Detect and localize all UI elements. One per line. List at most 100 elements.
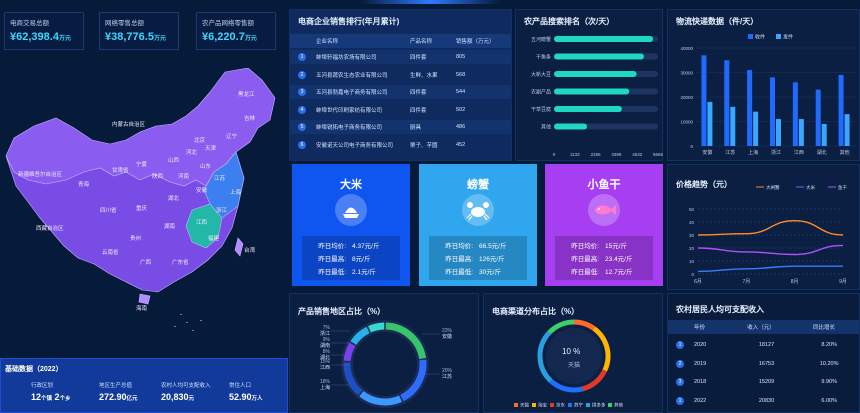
table-row[interactable]: 1 2022 20830 6.00% bbox=[668, 394, 859, 408]
table-row[interactable]: 4 蚌埠世代印刷家纺有限公司 四件套 502 bbox=[290, 103, 511, 117]
basic-item-unit: 亿元 bbox=[126, 396, 138, 402]
legend-label: 其他 bbox=[614, 402, 623, 409]
slice-name: 安徽 bbox=[442, 333, 452, 340]
stat-label: 昨日均价: bbox=[445, 243, 474, 250]
bar bbox=[730, 106, 736, 146]
stat-value: 4.37元/斤 bbox=[352, 243, 380, 250]
card-title: 大米 bbox=[340, 179, 362, 191]
legend-label: 大闸蟹 bbox=[766, 184, 780, 191]
income-year: 2019 bbox=[693, 360, 707, 367]
basic-item-label: 常住人口 bbox=[229, 383, 252, 389]
bar bbox=[554, 123, 588, 130]
panel-title: 电商企业销售排行(年月累计) bbox=[298, 17, 400, 26]
bar bbox=[724, 60, 730, 146]
donut-slice bbox=[400, 359, 427, 402]
map-label: 江苏 bbox=[214, 174, 226, 182]
kpi-label: 网络零售总额 bbox=[105, 20, 144, 27]
basic-data-panel: 基础数据（2022） 行政区划 12个镇 2个乡 地区生产总值 272.90亿元… bbox=[0, 358, 288, 413]
map-label: 新疆维吾尔自治区 bbox=[18, 170, 63, 178]
series-line bbox=[697, 219, 844, 236]
donut-slice bbox=[573, 319, 596, 331]
bar bbox=[821, 123, 827, 146]
map-label: 河南 bbox=[178, 172, 190, 180]
map-label: 吉林 bbox=[244, 114, 256, 122]
company-name: 五河县蔬农生态农业有限公司 bbox=[316, 72, 388, 79]
x-tick-label: 安徽 bbox=[702, 149, 712, 156]
donut-slice bbox=[343, 342, 356, 362]
map-label: 河北 bbox=[186, 148, 198, 156]
slice-name: 上海 bbox=[320, 384, 330, 391]
card-stats: 昨日均价: 66.5元/斤 昨日最高: 126元/斤 昨日最低: 30元/斤 bbox=[429, 236, 527, 280]
slice-pct: 7% bbox=[323, 325, 331, 331]
donut-center-label: 天猫 bbox=[568, 363, 581, 369]
table-row[interactable]: 2 五河县蔬农生态农业有限公司 生鲜、水果 568 bbox=[290, 68, 511, 82]
kpi-total-trade: 电商交易总额 ¥62,398.4万元 bbox=[4, 12, 84, 50]
table-row[interactable]: 2 2019 16753 10.20% bbox=[668, 357, 859, 371]
x-tick-label: 江苏 bbox=[725, 149, 735, 156]
x-tick-label: 9月 bbox=[839, 279, 847, 285]
stat-value: 2.1元/斤 bbox=[352, 269, 376, 276]
bar bbox=[554, 71, 637, 77]
bar bbox=[815, 89, 821, 146]
income-year: 2020 bbox=[693, 342, 707, 348]
map-label: 上海 bbox=[230, 188, 242, 196]
rank-badge: 5 bbox=[298, 123, 306, 131]
map-label: 广西 bbox=[140, 258, 152, 266]
x-tick-label: 6月 bbox=[694, 279, 702, 285]
y-tick-label: 20 bbox=[689, 246, 695, 251]
legend-swatch bbox=[568, 403, 572, 407]
row-badge: 1 bbox=[676, 341, 684, 349]
china-map[interactable]: 黑龙江 吉林 辽宁 内蒙古自治区 北京 天津 河北 山西 山东 河南 陕西 宁夏… bbox=[0, 68, 288, 340]
legend-label: 大米 bbox=[806, 184, 815, 191]
table-header: 年份 收入（元） 同比增长 bbox=[668, 320, 859, 334]
card-crab[interactable]: 螃蟹 昨日均价: 66.5元/斤 昨日最高: 126元/斤 昨日最低: 30元/斤 bbox=[419, 164, 537, 286]
basic-item-value: 20,830 bbox=[161, 392, 189, 402]
map-region-hainan[interactable] bbox=[138, 293, 151, 305]
income-panel: 农村居民人均可支配收入 年份 收入（元） 同比增长 1 2020 18127 8.20… bbox=[667, 293, 860, 413]
top-glow bbox=[360, 0, 500, 4]
slice-name: 江苏 bbox=[442, 373, 452, 380]
map-label: 福建 bbox=[208, 234, 220, 242]
channel-share-chart: 天猫 淘宝 京东 苏宁 拼多多 其他 bbox=[514, 319, 623, 409]
basic-data-title: 基础数据（2022） bbox=[5, 366, 63, 373]
kpi-value: ¥38,776.5 bbox=[105, 31, 154, 43]
table-row[interactable]: 1 蚌埠轩福坊农场有限公司 四件套 805 bbox=[290, 50, 511, 64]
map-region-taiwan[interactable] bbox=[234, 237, 244, 257]
table-row[interactable]: 6 安徽诺天公司电子商务有限公司 栗子、芋圆 452 bbox=[290, 138, 511, 152]
donut-slice bbox=[547, 319, 575, 335]
kpi-online-retail: 网络零售总额 ¥38,776.5万元 bbox=[99, 12, 179, 50]
map-label: 山西 bbox=[168, 156, 180, 164]
stat-label: 昨日最低: bbox=[445, 269, 474, 276]
map-region-blue[interactable] bbox=[203, 151, 245, 219]
stat-value: 23.4元/斤 bbox=[605, 256, 633, 263]
map-label: 重庆 bbox=[136, 204, 148, 212]
col-header: 年份 bbox=[694, 325, 706, 331]
basic-item-unit: 元 bbox=[188, 396, 195, 402]
y-tick-label: 大新大豆 bbox=[531, 71, 551, 78]
map-label: 甘肃省 bbox=[112, 166, 129, 174]
x-tick-label: 2266 bbox=[591, 152, 602, 157]
row-badge: 3 bbox=[676, 378, 684, 386]
table-row[interactable]: 3 2018 15209 9.90% bbox=[668, 375, 859, 389]
table-row[interactable]: 1 2020 18127 8.20% bbox=[668, 338, 859, 352]
company-name: 蚌埠轩福坊农场有限公司 bbox=[316, 55, 377, 61]
basic-item-unit2: 个乡 bbox=[59, 396, 71, 402]
card-fish[interactable]: 小鱼干 昨日均价: 15元/斤 昨日最高: 23.4元/斤 昨日最低: 12.7元/斤 bbox=[545, 164, 663, 286]
card-rice[interactable]: 大米 昨日均价: 4.37元/斤 昨日最高: 8元/斤 昨日最低: 2.1元/斤 bbox=[292, 164, 410, 286]
slice-name: 江西 bbox=[320, 364, 330, 371]
x-tick-label: 1133 bbox=[570, 152, 580, 157]
x-tick-label: 浙江 bbox=[771, 149, 781, 156]
kpi-label: 农产品网络零售额 bbox=[202, 20, 254, 27]
legend-label: 拼多多 bbox=[592, 402, 606, 409]
slice-pct: 20% bbox=[442, 368, 453, 374]
table-row[interactable]: 3 五河县勃嘉电子商务有限公司 四件套 544 bbox=[290, 85, 511, 99]
sales-rank-panel: 电商企业销售排行(年月累计) 企业名称 产品名称 销售额（万元） 1 蚌埠轩福坊农… bbox=[289, 9, 512, 161]
row-badge: 2 bbox=[676, 359, 684, 368]
legend-label: 苏宁 bbox=[574, 402, 583, 409]
stat-value: 126元/斤 bbox=[479, 256, 505, 263]
income-value: 16753 bbox=[758, 360, 775, 367]
table-row[interactable]: 5 蚌埠锐拓电子商务有限公司 厨具 486 bbox=[290, 120, 511, 134]
map-label: 台湾 bbox=[244, 246, 256, 254]
legend-label: 鱼干 bbox=[838, 184, 847, 191]
bar bbox=[798, 119, 804, 146]
